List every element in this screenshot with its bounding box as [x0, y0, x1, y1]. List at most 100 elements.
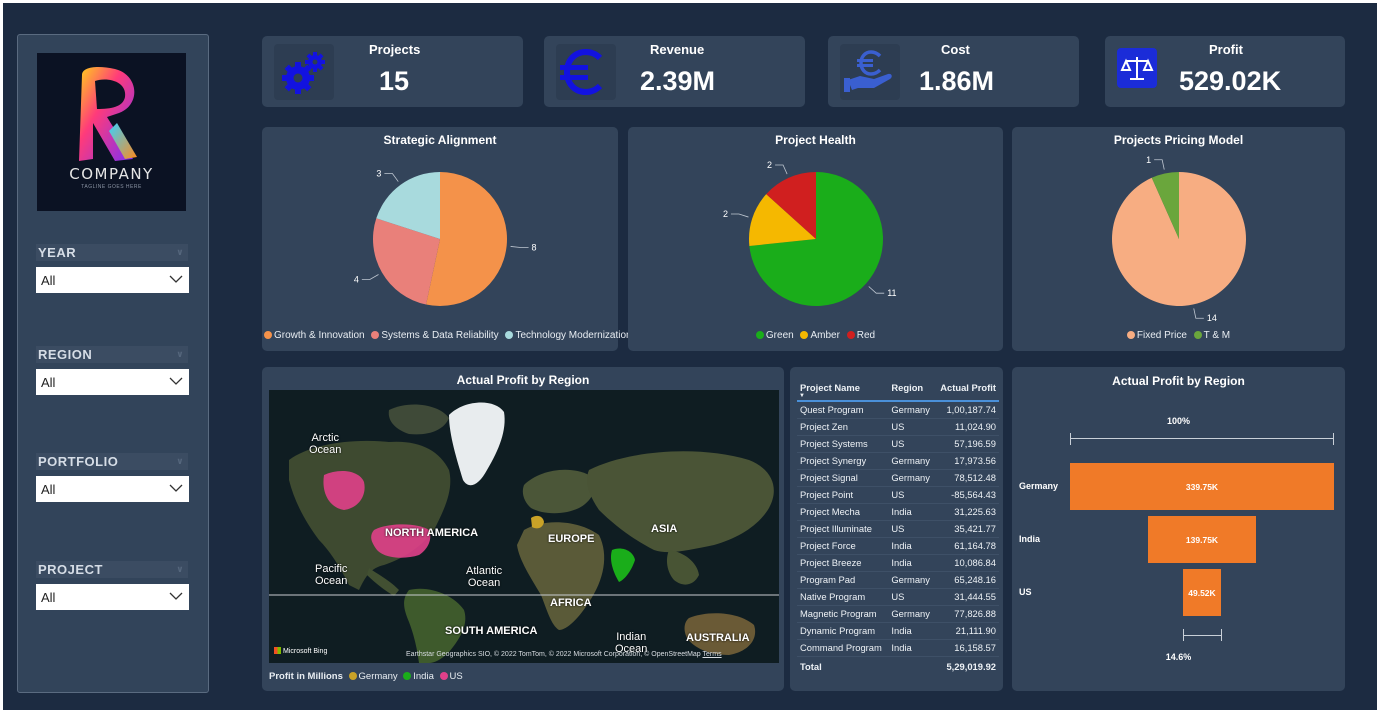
bing-attribution: Microsoft Bing — [274, 647, 327, 655]
collapse-chevron-icon[interactable]: ∨ — [176, 456, 184, 466]
cell-region: India — [888, 554, 935, 572]
kpi-label: Revenue — [650, 42, 705, 57]
table-header-project[interactable]: Project Name ▼ — [797, 375, 889, 402]
cell-region: India — [888, 537, 935, 555]
legend-item[interactable]: Amber — [800, 330, 840, 341]
table-total-row: Total 5,29,019.92 — [797, 655, 999, 676]
funnel-bottom-percent: 14.6% — [1165, 652, 1192, 662]
collapse-chevron-icon[interactable]: ∨ — [176, 247, 184, 257]
kpi-card-revenue[interactable]: Revenue 2.39M — [544, 36, 805, 107]
map-label-arctic: Arctic Ocean — [309, 432, 342, 456]
cell-actual-profit: 35,421.77 — [934, 520, 999, 538]
terms-link[interactable]: Terms — [702, 651, 722, 658]
scales-icon — [1117, 48, 1157, 88]
map-label-indian: Indian Ocean — [615, 631, 648, 655]
table-row[interactable]: Command Program India 16,158.57 — [797, 639, 999, 657]
legend-item[interactable]: Growth & Innovation — [264, 330, 365, 341]
table-row[interactable]: Project Signal Germany 78,512.48 — [797, 469, 999, 487]
strategic-alignment-chart[interactable]: Strategic Alignment 8 4 3 Growth & Innovat… — [262, 127, 632, 351]
pie-chart-svg: 11 2 2 — [723, 160, 897, 306]
cell-project-name: Native Program — [797, 588, 889, 606]
legend-item[interactable]: Germany — [346, 671, 398, 682]
cell-region: Germany — [888, 605, 935, 623]
funnel-bar-germany[interactable]: 339.75K — [1070, 463, 1334, 510]
funnel-bar-india[interactable]: 139.75K — [1147, 516, 1257, 563]
table-row[interactable]: Quest Program Germany 1,00,187.74 — [797, 401, 999, 419]
pie-slice-technology-modernization[interactable] — [376, 172, 440, 239]
world-map[interactable]: Arctic Ocean NORTH AMERICA EUROPE ASIA P… — [269, 390, 779, 663]
region-dropdown[interactable]: All — [36, 369, 189, 395]
pie-leader-line — [384, 173, 399, 182]
funnel-bar-us[interactable]: 49.52K — [1182, 569, 1222, 616]
map-copyright: Earthstar Geographics SIO, © 2022 TomTom… — [406, 651, 722, 658]
funnel-top-bracket — [1070, 433, 1334, 445]
legend-item[interactable]: Technology Modernization — [505, 330, 632, 341]
kpi-card-cost[interactable]: Cost 1.86M — [828, 36, 1079, 107]
table-row[interactable]: Project Point US -85,564.43 — [797, 486, 999, 504]
profit-table-visual[interactable]: Project Name ▼ Region Actual Profit Quest… — [790, 367, 1003, 691]
cell-region: Germany — [888, 452, 935, 470]
legend-item[interactable]: Fixed Price — [1126, 330, 1187, 341]
chevron-down-icon — [169, 592, 183, 600]
table-row[interactable]: Project Illuminate US 35,421.77 — [797, 520, 999, 538]
pie-chart-svg: 14 1 — [1112, 155, 1246, 323]
table-row[interactable]: Native Program US 31,444.55 — [797, 588, 999, 606]
region-slicer-title: REGION ∨ — [36, 346, 188, 363]
table-row[interactable]: Project Synergy Germany 17,973.56 — [797, 452, 999, 470]
pie-slice-green[interactable] — [749, 172, 883, 306]
pie-data-label: 2 — [723, 209, 728, 219]
funnel-value-label: 139.75K — [1185, 534, 1219, 545]
table-row[interactable]: Dynamic Program India 21,111.90 — [797, 622, 999, 640]
table-row[interactable]: Project Force India 61,164.78 — [797, 537, 999, 555]
table-header-region[interactable]: Region — [888, 375, 935, 402]
project-health-chart[interactable]: Project Health 11 2 2 Green Amber Red — [628, 127, 1003, 351]
legend-item[interactable]: US — [437, 671, 463, 682]
collapse-chevron-icon[interactable]: ∨ — [176, 349, 184, 359]
cell-region: US — [888, 435, 935, 453]
funnel-value-label: 49.52K — [1188, 587, 1216, 598]
table-header-profit[interactable]: Actual Profit — [934, 375, 999, 402]
map-legend-title: Profit in Millions — [269, 671, 343, 682]
cell-actual-profit: 11,024.90 — [934, 418, 999, 436]
profit-map-visual[interactable]: Actual Profit by Region — [262, 367, 784, 691]
table-row[interactable]: Magnetic Program Germany 77,826.88 — [797, 605, 999, 623]
kpi-value: 529.02K — [1179, 66, 1282, 96]
map-label-atlantic: Atlantic Ocean — [466, 565, 503, 589]
funnel-value-label: 339.75K — [1185, 481, 1219, 492]
pie-slice-systems-data-reliability[interactable] — [373, 218, 440, 305]
kpi-card-profit[interactable]: Profit 529.02K — [1105, 36, 1345, 107]
pie-slice-red[interactable] — [766, 172, 816, 239]
logo-brand-text: COMPANY — [69, 165, 154, 183]
legend-item[interactable]: Systems & Data Reliability — [371, 330, 499, 341]
table-row[interactable]: Project Mecha India 31,225.63 — [797, 503, 999, 521]
chart-legend: Fixed Price T & M — [1012, 330, 1345, 341]
hand-euro-icon — [840, 44, 900, 100]
year-dropdown[interactable]: All — [36, 267, 189, 293]
funnel-category-label: Germany — [1019, 481, 1059, 491]
legend-item[interactable]: Red — [846, 330, 875, 341]
pie-slice-amber[interactable] — [749, 194, 816, 247]
kpi-card-projects[interactable]: Projects 15 — [262, 36, 523, 107]
legend-item[interactable]: India — [400, 671, 434, 682]
pricing-model-chart[interactable]: Projects Pricing Model 14 1 Fixed Price T… — [1012, 127, 1345, 351]
legend-item[interactable]: T & M — [1193, 330, 1230, 341]
pie-slice-t-m[interactable] — [1151, 172, 1179, 239]
table-row[interactable]: Program Pad Germany 65,248.16 — [797, 571, 999, 589]
table-row[interactable]: Project Breeze India 10,086.84 — [797, 554, 999, 572]
pie-slice-growth-innovation[interactable] — [426, 172, 507, 306]
legend-dot — [505, 331, 514, 339]
collapse-chevron-icon[interactable]: ∨ — [176, 564, 184, 574]
cell-region: Germany — [888, 571, 935, 589]
profit-funnel-chart[interactable]: Actual Profit by Region 100% 339.75K Germ… — [1012, 367, 1345, 691]
cell-actual-profit: -85,564.43 — [934, 486, 999, 504]
table-row[interactable]: Project Systems US 57,196.59 — [797, 435, 999, 453]
cell-region: Germany — [888, 469, 935, 487]
legend-item[interactable]: Green — [755, 330, 794, 341]
project-dropdown[interactable]: All — [36, 584, 189, 610]
sort-desc-icon[interactable]: ▼ — [799, 393, 805, 399]
portfolio-dropdown[interactable]: All — [36, 476, 189, 502]
table-row[interactable]: Project Zen US 11,024.90 — [797, 418, 999, 436]
cell-project-name: Project Breeze — [797, 554, 889, 572]
pie-chart-svg: 8 4 3 — [354, 168, 537, 306]
total-value: 5,29,019.92 — [934, 655, 999, 676]
